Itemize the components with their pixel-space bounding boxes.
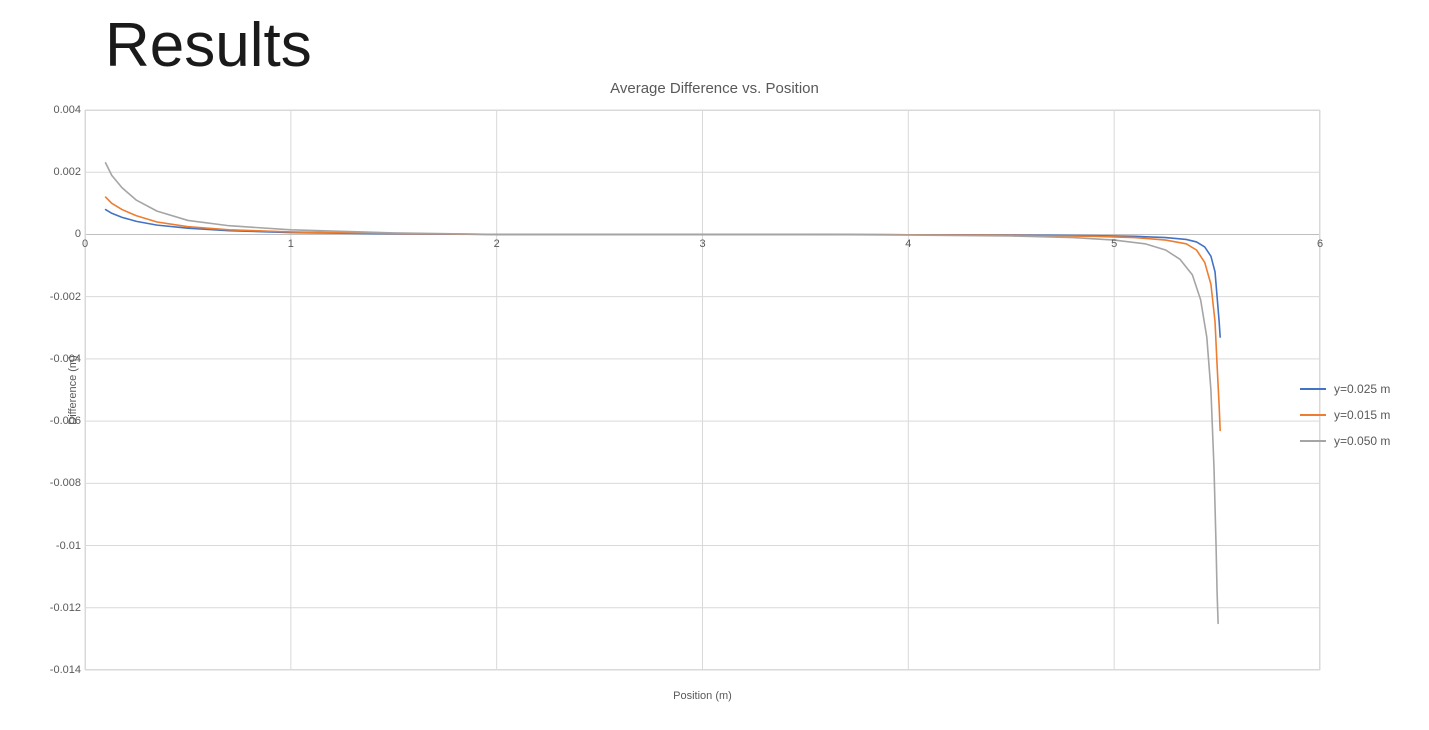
y-tick-label: -0.004	[50, 353, 81, 365]
legend-swatch	[1300, 440, 1326, 442]
x-tick-label: 5	[1111, 238, 1117, 250]
legend-item: y=0.050 m	[1300, 434, 1390, 448]
chart-svg	[85, 110, 1320, 670]
y-tick-label: -0.006	[50, 415, 81, 427]
y-tick-label: -0.014	[50, 664, 81, 676]
legend: y=0.025 m y=0.015 m y=0.050 m	[1300, 370, 1390, 460]
y-tick-label: 0.004	[53, 104, 81, 116]
chart-title: Average Difference vs. Position	[0, 80, 1429, 97]
y-tick-label: 0.002	[53, 166, 81, 178]
x-tick-label: 6	[1317, 238, 1323, 250]
legend-swatch	[1300, 388, 1326, 390]
y-tick-label: 0	[75, 228, 81, 240]
legend-label: y=0.050 m	[1334, 434, 1390, 448]
legend-swatch	[1300, 414, 1326, 416]
page: Results Average Difference vs. Position …	[0, 0, 1429, 730]
x-tick-label: 4	[905, 238, 911, 250]
x-tick-label: 1	[288, 238, 294, 250]
x-tick-label: 2	[494, 238, 500, 250]
y-tick-label: -0.002	[50, 291, 81, 303]
y-tick-label: -0.012	[50, 602, 81, 614]
y-tick-label: -0.008	[50, 477, 81, 489]
legend-label: y=0.015 m	[1334, 408, 1390, 422]
x-tick-label: 0	[82, 238, 88, 250]
y-tick-label: -0.01	[56, 540, 81, 552]
legend-item: y=0.015 m	[1300, 408, 1390, 422]
legend-item: y=0.025 m	[1300, 382, 1390, 396]
plot-area: Difference (m) Position (m) 0.0040.0020-…	[85, 110, 1320, 670]
page-title: Results	[105, 10, 312, 81]
x-axis-label: Position (m)	[673, 690, 732, 702]
chart-area: Difference (m) Position (m) 0.0040.0020-…	[30, 110, 1335, 670]
legend-label: y=0.025 m	[1334, 382, 1390, 396]
x-tick-label: 3	[699, 238, 705, 250]
